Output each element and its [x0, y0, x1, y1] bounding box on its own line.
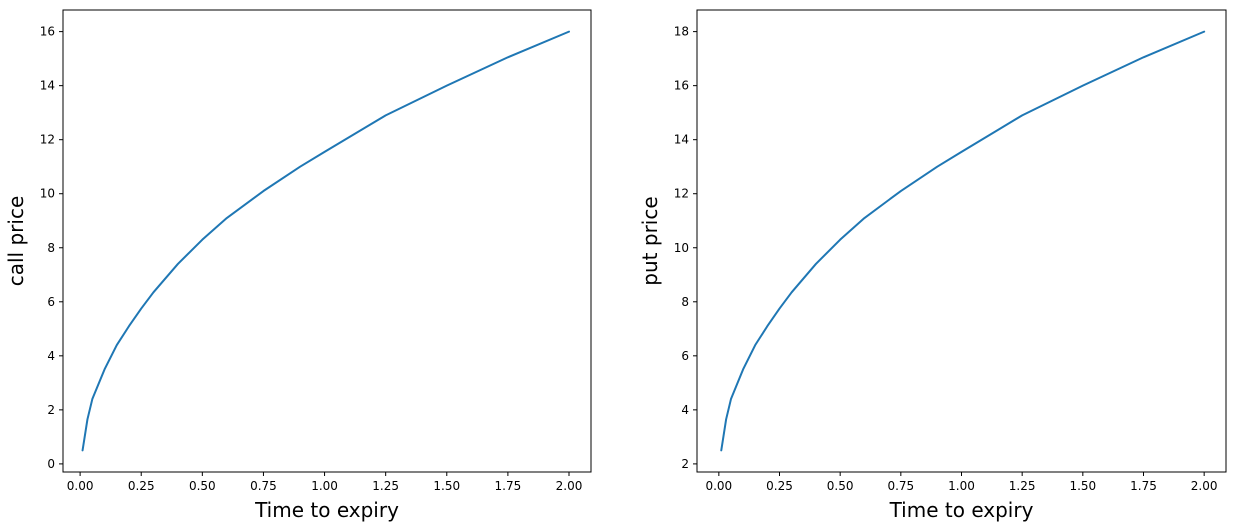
- call-y-tick-label: 10: [40, 187, 55, 201]
- call-x-tick-label: 0.25: [128, 479, 155, 493]
- call-y-tick-label: 6: [47, 295, 55, 309]
- call-y-tick-label: 0: [47, 457, 55, 471]
- put-plot-frame: [696, 9, 1227, 473]
- call-y-tick-label: 8: [47, 241, 55, 255]
- put-x-tick-label: 1.50: [1069, 479, 1096, 493]
- put-y-tick-label: 2: [681, 457, 689, 471]
- call-x-tick-label: 1.75: [495, 479, 522, 493]
- put-x-tick-label: 0.25: [766, 479, 793, 493]
- call-x-axis-label: Time to expiry: [254, 498, 399, 522]
- put-y-tick-label: 4: [681, 403, 689, 417]
- call-y-tick-label: 4: [47, 349, 55, 363]
- call-x-tick-label: 1.50: [433, 479, 460, 493]
- call-y-tick-label: 2: [47, 403, 55, 417]
- put-y-axis-label: put price: [638, 196, 662, 285]
- call-price-line: [81, 30, 570, 452]
- put-y-tick-label: 12: [674, 187, 689, 201]
- call-y-tick-label: 14: [40, 79, 55, 93]
- call-x-tick-label: 1.25: [372, 479, 399, 493]
- put-x-axis-label: Time to expiry: [889, 498, 1034, 522]
- put-x-tick-label: 1.25: [1009, 479, 1036, 493]
- put-x-tick-label: 0.75: [887, 479, 914, 493]
- put-price-line: [720, 30, 1206, 452]
- put-y-tick-label: 18: [674, 25, 689, 39]
- call-price-panel: 0.00 0.25 0.50 0.75 1.00 1.25 1.50 1.75 2.00 0 2 4 6…: [4, 9, 592, 522]
- call-x-tick-label: 0.00: [67, 479, 94, 493]
- call-x-tick-label: 0.50: [189, 479, 216, 493]
- put-price-panel: 0.00 0.25 0.50 0.75 1.00 1.25 1.50 1.75 2.00 2 4 6 8…: [638, 9, 1227, 522]
- call-y-tick-label: 16: [40, 25, 55, 39]
- put-y-tick-label: 10: [674, 241, 689, 255]
- put-y-tick-label: 16: [674, 79, 689, 93]
- call-x-tick-label: 1.00: [311, 479, 338, 493]
- call-x-tick-label: 2.00: [556, 479, 583, 493]
- call-y-tick-label: 12: [40, 133, 55, 147]
- put-x-tick-label: 0.50: [827, 479, 854, 493]
- put-x-tick-label: 1.00: [948, 479, 975, 493]
- put-x-tick-label: 2.00: [1191, 479, 1218, 493]
- put-y-tick-label: 14: [674, 133, 689, 147]
- put-y-tick-label: 6: [681, 349, 689, 363]
- call-plot-frame: [62, 9, 592, 473]
- put-x-tick-label: 0.00: [705, 479, 732, 493]
- put-x-tick-label: 1.75: [1130, 479, 1157, 493]
- call-x-tick-label: 0.75: [250, 479, 277, 493]
- call-y-axis-label: call price: [4, 196, 28, 287]
- put-y-tick-label: 8: [681, 295, 689, 309]
